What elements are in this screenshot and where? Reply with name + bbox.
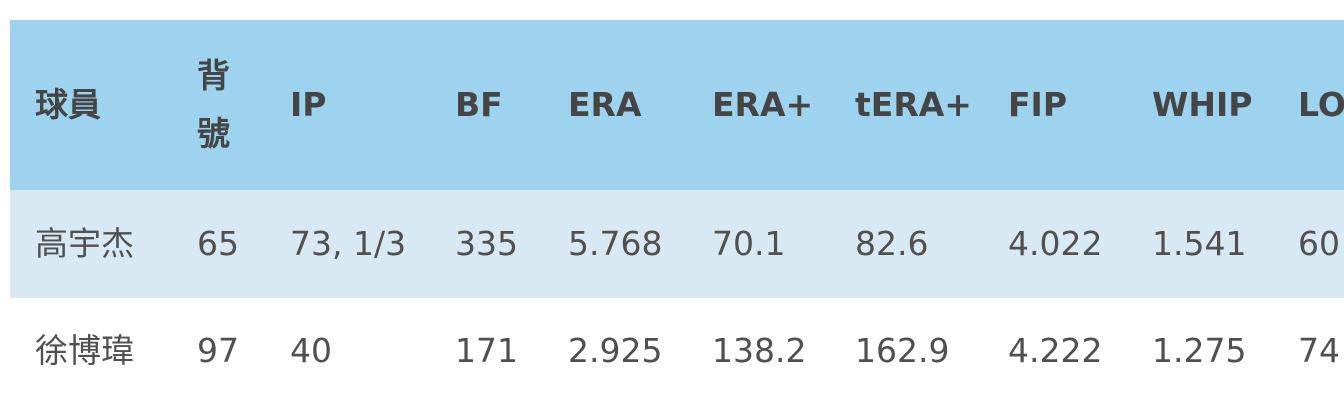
table-cell: 5.768 bbox=[568, 224, 663, 263]
column-header: ERA+ bbox=[712, 85, 814, 124]
column-header: 球員 bbox=[35, 85, 101, 124]
table-cell: 65 bbox=[197, 224, 239, 263]
table-row bbox=[10, 190, 1344, 298]
table-cell: 82.6 bbox=[855, 224, 929, 263]
column-header: FIP bbox=[1008, 85, 1068, 124]
table-cell: 4.022 bbox=[1008, 224, 1103, 263]
table-cell: 40 bbox=[290, 331, 332, 370]
column-header: LO bbox=[1298, 85, 1344, 124]
table-cell: 73, 1/3 bbox=[290, 224, 407, 263]
column-header: WHIP bbox=[1152, 85, 1253, 124]
column-header: BF bbox=[455, 85, 503, 124]
column-header: tERA+ bbox=[855, 85, 972, 124]
column-header: IP bbox=[290, 85, 327, 124]
table-cell: 1.275 bbox=[1152, 331, 1247, 370]
table-cell: 74 bbox=[1298, 331, 1340, 370]
table-cell: 4.222 bbox=[1008, 331, 1103, 370]
table-cell: 171 bbox=[455, 331, 518, 370]
table-cell: 70.1 bbox=[712, 224, 786, 263]
table-cell: 138.2 bbox=[712, 331, 807, 370]
table-row bbox=[10, 298, 1344, 404]
table-cell: 徐博瑋 bbox=[35, 331, 134, 370]
table-cell: 97 bbox=[197, 331, 239, 370]
column-header: 背號 bbox=[197, 56, 230, 153]
table-cell: 162.9 bbox=[855, 331, 950, 370]
table-cell: 335 bbox=[455, 224, 518, 263]
table-cell: 高宇杰 bbox=[35, 224, 134, 263]
table-cell: 2.925 bbox=[568, 331, 663, 370]
table-cell: 1.541 bbox=[1152, 224, 1247, 263]
header-row bbox=[10, 20, 1344, 190]
column-header: ERA bbox=[568, 85, 642, 124]
table-cell: 60 bbox=[1298, 224, 1340, 263]
